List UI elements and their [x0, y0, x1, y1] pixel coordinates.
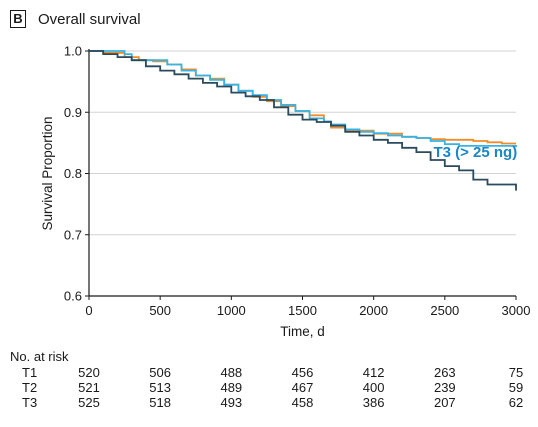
risk-count: 62	[508, 395, 524, 410]
risk-count: 456	[291, 365, 314, 380]
y-tick-label: 0.7	[64, 227, 82, 242]
panel-title: Overall survival	[38, 11, 141, 28]
risk-count: 513	[149, 380, 172, 395]
risk-row-label: T2	[22, 380, 38, 395]
risk-count: 400	[362, 380, 385, 395]
x-axis-label: Time, d	[280, 324, 325, 339]
risk-count: 239	[433, 380, 456, 395]
y-tick-label: 0.9	[64, 105, 82, 120]
y-tick-label: 0.8	[64, 166, 82, 181]
risk-count: 458	[291, 395, 314, 410]
risk-row-t1: T1 520 506 488 456 412 263 75	[0, 365, 538, 380]
survival-chart: 0.6 0.7 0.8 0.9 1.0 0 500 1000 1500 2000 2500 3000 T…	[40, 44, 530, 340]
risk-count: 75	[508, 365, 524, 380]
risk-row-label: T1	[22, 365, 38, 380]
panel-letter: B	[10, 10, 26, 28]
x-tick-label: 0	[85, 303, 92, 318]
series-lines	[89, 50, 517, 191]
series-line-t1	[89, 50, 516, 145]
risk-count: 521	[78, 380, 100, 395]
risk-count: 59	[508, 380, 524, 395]
risk-row-t2: T2 521 513 489 467 400 239 59	[0, 380, 538, 395]
risk-count: 493	[220, 395, 243, 410]
risk-count: 488	[220, 365, 243, 380]
chart-labels: 0.6 0.7 0.8 0.9 1.0 0 500 1000 1500 2000 2500 3000 T…	[40, 44, 530, 340]
risk-count: 525	[78, 395, 100, 410]
risk-table: No. at risk T1 520 506 488 456 412 263 75 T2 521 5…	[0, 349, 538, 419]
x-tick-label: 2500	[430, 303, 459, 318]
risk-count: 518	[149, 395, 172, 410]
series-annotation: T3 (> 25 ng)	[433, 144, 517, 161]
risk-count: 386	[362, 395, 385, 410]
risk-count: 489	[220, 380, 243, 395]
risk-table-header: No. at risk	[10, 349, 69, 364]
risk-count: 506	[149, 365, 172, 380]
risk-count: 263	[433, 365, 456, 380]
x-tick-label: 1500	[288, 303, 317, 318]
risk-count: 467	[291, 380, 314, 395]
risk-count: 207	[433, 395, 456, 410]
risk-row-t3: T3 525 518 493 458 386 207 62	[0, 395, 538, 410]
y-axis-label: Survival Proportion	[40, 116, 55, 230]
x-tick-label: 1000	[217, 303, 246, 318]
y-tick-label: 0.6	[64, 289, 82, 304]
gridlines	[89, 50, 516, 236]
x-tick-label: 2000	[359, 303, 388, 318]
risk-row-label: T3	[22, 395, 38, 410]
axes	[85, 49, 517, 300]
x-tick-label: 3000	[502, 303, 531, 318]
series-line-t2	[89, 50, 517, 191]
x-tick-label: 500	[149, 303, 171, 318]
risk-count: 412	[362, 365, 385, 380]
risk-count: 520	[78, 365, 100, 380]
series-line-t3	[89, 50, 517, 148]
y-tick-label: 1.0	[64, 44, 82, 59]
